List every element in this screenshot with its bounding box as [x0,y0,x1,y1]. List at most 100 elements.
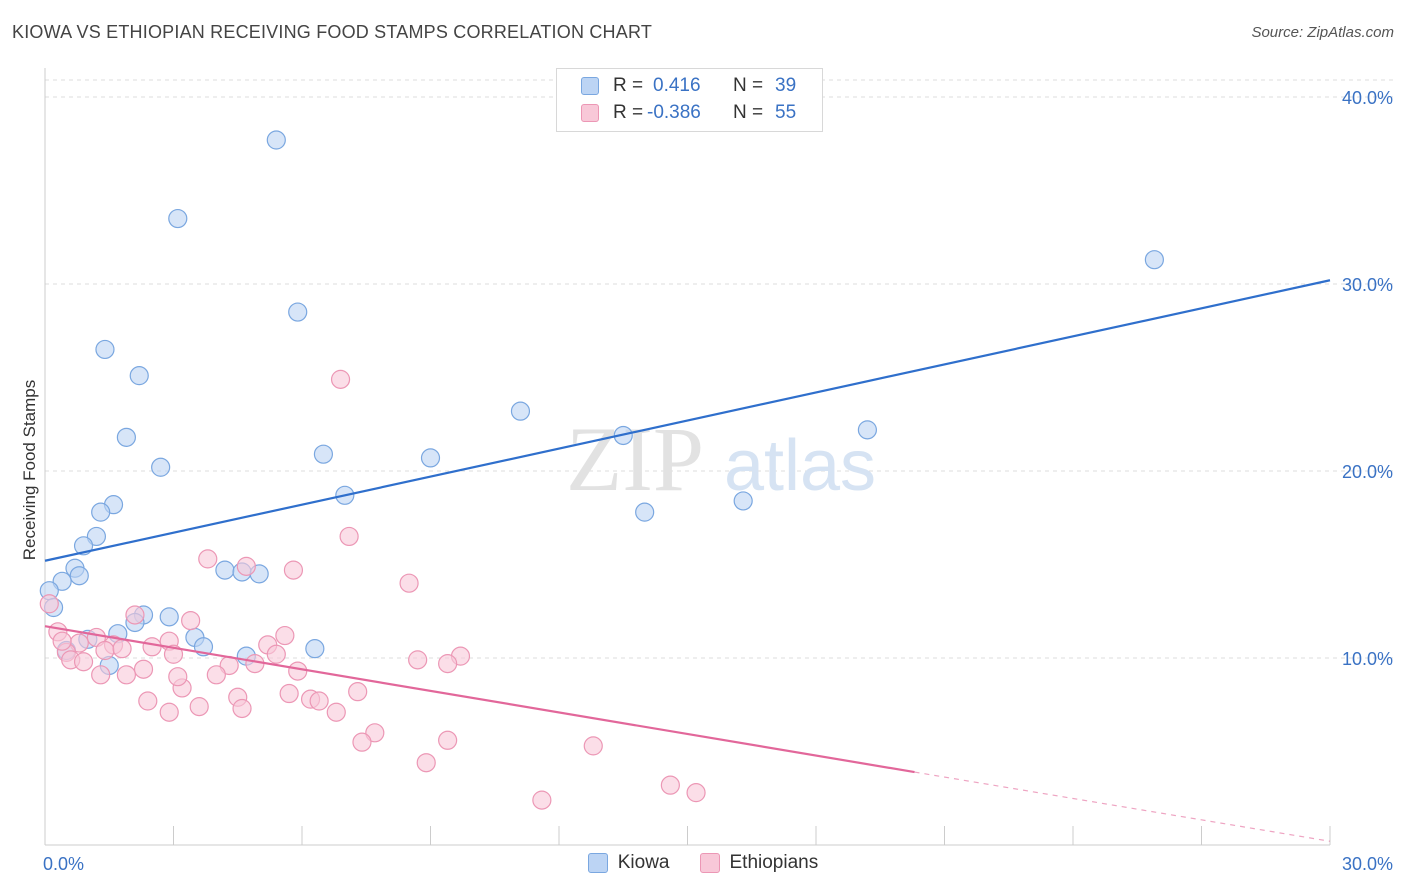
legend-n-value: 39 [775,75,797,96]
y-tick-label: 20.0% [1342,462,1393,482]
trend-line-extension-ethiopians [914,771,1331,842]
x-tick-label-min: 0.0% [43,854,84,874]
point-ethiopians [326,702,346,722]
point-ethiopians [352,732,372,752]
legend-swatch-kiowa [581,77,599,95]
legend-n-value: 55 [775,102,797,123]
point-ethiopians [438,730,458,750]
legend-row-kiowa: R = 0.416 N = 39 [581,73,855,99]
point-kiowa [857,420,878,440]
point-ethiopians [163,644,184,664]
legend-r-value: -0.386 [647,102,701,123]
point-ethiopians [309,691,329,711]
point-ethiopians [660,775,680,795]
point-ethiopians [168,667,188,687]
axes [44,68,1331,846]
legend-item-kiowa: Kiowa [587,852,670,874]
legend-n-label: N = [733,102,764,123]
point-ethiopians [236,556,256,576]
point-ethiopians [189,697,209,717]
point-ethiopians [138,691,158,711]
point-ethiopians [279,683,299,704]
point-ethiopians [125,605,145,625]
legend-n-label: N = [733,75,764,96]
legend-r-label: R = [613,75,644,96]
legend-swatch-kiowa [587,853,608,873]
point-kiowa [129,366,149,386]
point-ethiopians [181,610,201,631]
point-ethiopians [91,665,111,685]
point-kiowa [151,457,171,477]
watermark: ZIP atlas [566,408,876,510]
point-ethiopians [438,654,458,674]
point-kiowa [313,444,334,464]
legend-r-value: 0.416 [653,75,701,96]
point-ethiopians [275,625,295,646]
point-ethiopians [408,650,428,670]
point-ethiopians [399,573,419,593]
point-kiowa [168,208,188,229]
point-kiowa [733,491,753,511]
data-points [39,130,1164,810]
point-kiowa [635,502,655,522]
point-kiowa [1144,250,1164,270]
point-ethiopians [198,549,218,569]
point-kiowa [305,639,325,659]
watermark-atlas: atlas [724,426,876,506]
point-ethiopians [73,652,94,672]
point-ethiopians [133,659,154,679]
point-ethiopians [206,665,226,685]
point-ethiopians [95,640,115,661]
point-kiowa [420,448,441,468]
point-kiowa [116,427,136,447]
point-ethiopians [686,783,706,803]
point-ethiopians [39,594,59,614]
point-ethiopians [52,631,72,651]
legend-item-ethiopians: Ethiopians [699,852,819,874]
point-kiowa [69,566,89,586]
legend-swatch-ethiopians [581,104,599,122]
point-ethiopians [232,698,252,719]
point-kiowa [510,401,531,421]
trend-line-ethiopians [44,625,915,774]
point-ethiopians [245,654,265,674]
source-label: Source: ZipAtlas.com [1251,24,1394,41]
point-kiowa [215,560,235,580]
series-legend: Kiowa Ethiopians [0,852,1406,874]
trend-lines [44,279,1331,842]
y-tick-label: 30.0% [1342,275,1393,295]
point-ethiopians [416,753,436,773]
legend-r-label: R = [613,102,644,123]
legend-row-ethiopians: R = -0.386 N = 55 [581,100,855,126]
point-kiowa [266,130,286,150]
tick-labels: 10.0% 20.0% 30.0% 40.0% 0.0% 30.0% [43,88,1393,874]
point-ethiopians [583,736,603,756]
point-kiowa [91,502,111,522]
legend-swatch-ethiopians [699,853,720,873]
point-ethiopians [348,682,368,702]
x-tick-label-max: 30.0% [1342,854,1393,874]
point-ethiopians [532,790,552,810]
point-kiowa [95,339,115,360]
point-kiowa [86,526,107,547]
point-ethiopians [339,526,359,547]
y-tick-label: 40.0% [1342,88,1393,108]
point-ethiopians [112,639,132,659]
point-ethiopians [159,702,179,722]
legend-label-kiowa: Kiowa [617,852,670,873]
y-tick-label: 10.0% [1342,649,1393,669]
point-ethiopians [283,560,304,580]
point-ethiopians [330,369,351,389]
point-ethiopians [365,723,385,743]
stats-legend: R = 0.416 N = 39 R = -0.386 N = 55 [556,68,823,132]
chart-title: KIOWA VS ETHIOPIAN RECEIVING FOOD STAMPS… [12,22,653,42]
trend-line-kiowa [44,279,1331,562]
legend-label-ethiopians: Ethiopians [729,852,819,873]
point-ethiopians [142,637,162,657]
point-kiowa [52,571,72,591]
point-ethiopians [266,644,286,664]
point-kiowa [288,302,308,322]
watermark-zip: ZIP [566,408,704,510]
point-ethiopians [116,665,136,685]
